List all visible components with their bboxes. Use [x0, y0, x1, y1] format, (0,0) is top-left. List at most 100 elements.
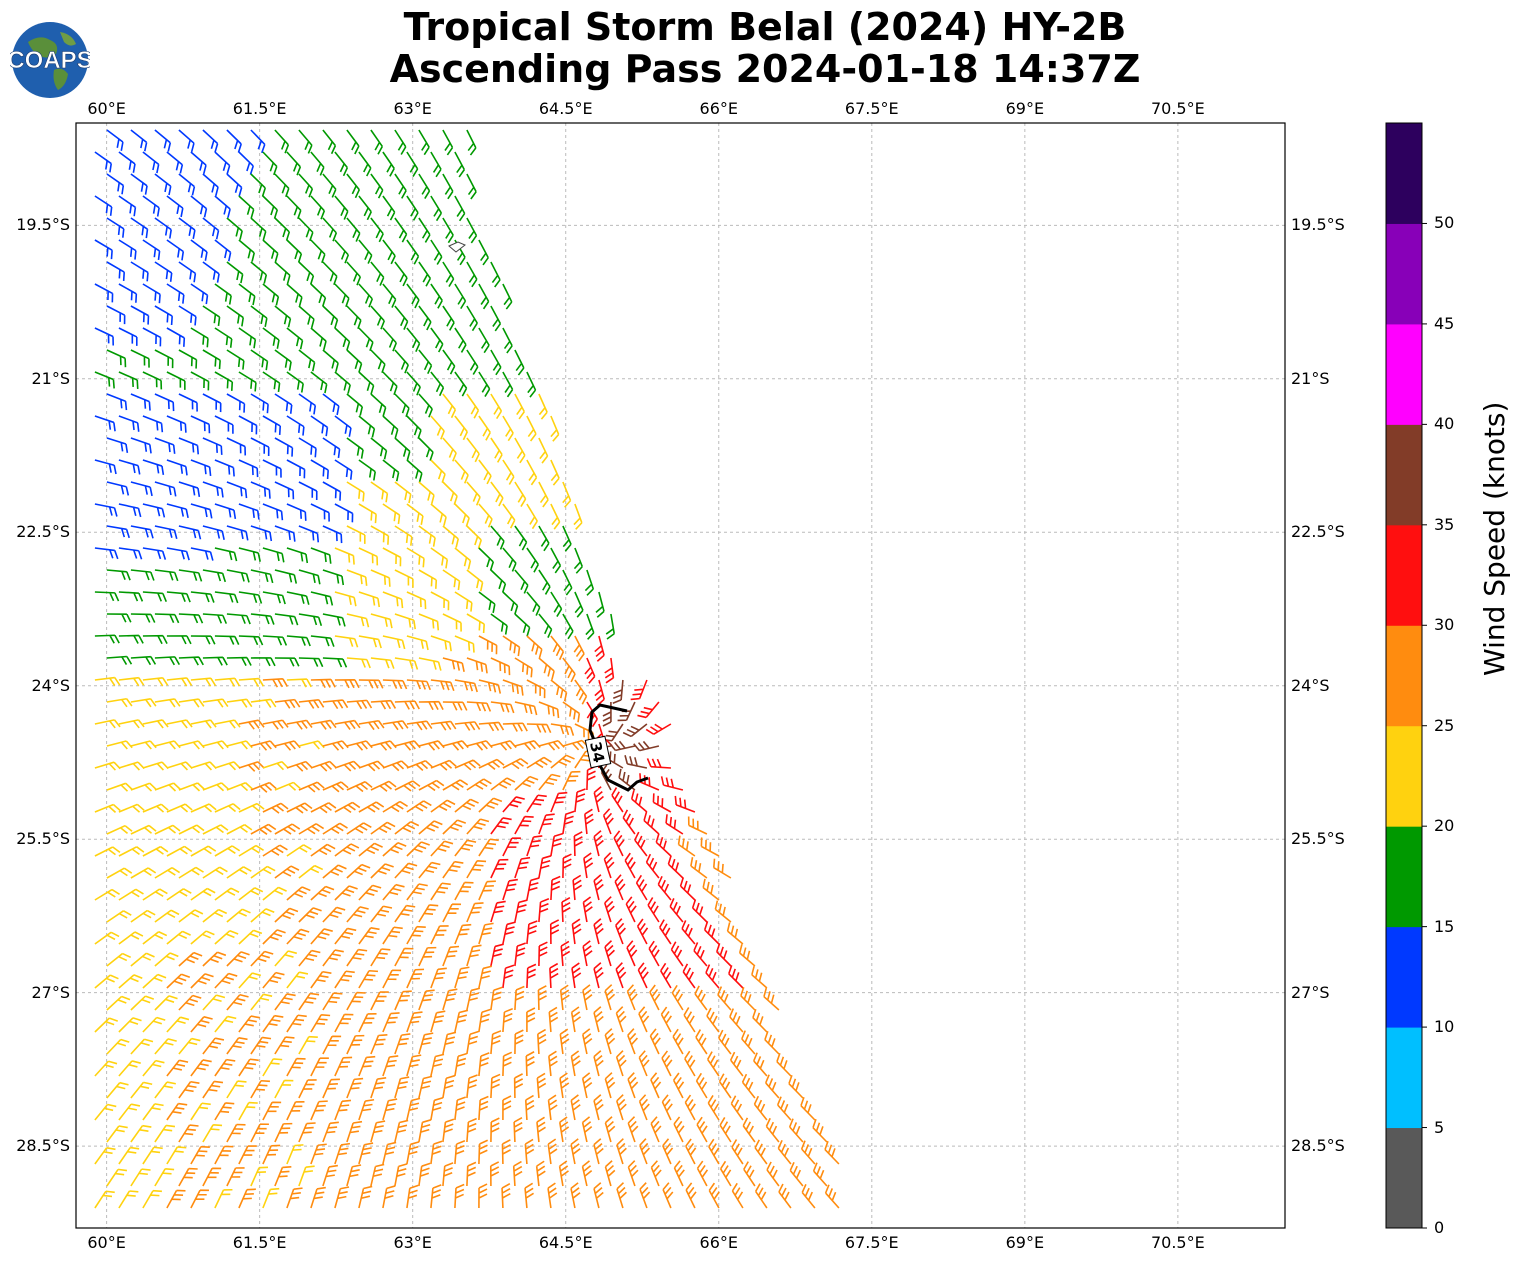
wind-barb — [514, 613, 531, 637]
wind-barb — [298, 907, 322, 923]
wind-barb — [394, 1033, 411, 1055]
wind-barb — [118, 761, 145, 771]
wind-barb — [550, 635, 565, 661]
wind-barb — [346, 991, 366, 1011]
wind-barb — [322, 657, 348, 668]
wind-barb — [298, 525, 320, 543]
wind-barb — [673, 1160, 685, 1187]
wind-barb — [130, 613, 156, 623]
wind-barb — [94, 931, 120, 945]
wind-barb — [526, 371, 537, 398]
wind-barb — [538, 525, 550, 552]
wind-barb — [382, 371, 398, 395]
wind-barb — [286, 1057, 306, 1077]
wind-barb — [274, 1122, 293, 1143]
wind-barb — [238, 151, 254, 175]
wind-barb — [214, 415, 234, 434]
wind-barb — [370, 1077, 387, 1099]
colorbar-tick-label: 50 — [1434, 213, 1455, 233]
wind-barb — [214, 239, 232, 262]
wind-barb — [106, 1038, 130, 1055]
x-tick-label: 60°E — [87, 99, 126, 118]
wind-barb — [454, 1140, 466, 1165]
wind-barb — [130, 995, 155, 1011]
wind-barb — [742, 1117, 756, 1143]
wind-barb — [584, 569, 595, 596]
wind-barb — [538, 855, 552, 879]
wind-barb — [118, 1103, 141, 1121]
wind-barb — [106, 655, 133, 665]
wind-barb — [502, 964, 515, 989]
wind-barb — [466, 217, 478, 244]
wind-barb — [322, 1078, 340, 1099]
wind-barb — [250, 657, 276, 667]
wind-barb — [94, 1147, 116, 1165]
wind-barb — [334, 239, 350, 264]
wind-barb — [547, 1094, 558, 1121]
wind-barb — [322, 393, 340, 416]
wind-barb — [615, 918, 626, 945]
colorbar-segment — [1386, 926, 1422, 1028]
wind-barb — [262, 371, 281, 393]
wind-barb — [490, 1117, 500, 1143]
wind-barb — [274, 657, 300, 667]
wind-barb — [593, 1006, 604, 1033]
wind-barb — [766, 1161, 780, 1187]
wind-barb — [298, 481, 318, 500]
wind-barb — [454, 721, 481, 731]
wind-barb — [765, 1117, 780, 1143]
wind-barb — [370, 1163, 385, 1187]
wind-barb — [639, 1182, 651, 1209]
wind-barb — [514, 740, 541, 751]
wind-barb — [346, 863, 371, 879]
wind-barb — [286, 327, 304, 350]
wind-barb — [226, 656, 252, 666]
wind-barb — [250, 613, 275, 625]
wind-barb — [382, 239, 396, 265]
wind-barb — [334, 283, 350, 308]
wind-barb — [466, 902, 484, 923]
wind-barb — [454, 151, 466, 178]
wind-barb — [346, 569, 368, 586]
wind-barb — [394, 657, 419, 670]
wind-barb — [226, 481, 248, 499]
wind-barb — [514, 657, 533, 678]
wind-barb — [524, 1182, 534, 1209]
wind-barb — [514, 701, 538, 716]
wind-barb — [346, 349, 363, 373]
wind-barb — [548, 1050, 558, 1077]
wind-barb — [130, 782, 157, 792]
wind-barb — [214, 845, 241, 857]
wind-barb — [334, 415, 352, 437]
wind-barb — [573, 635, 585, 662]
wind-barb — [322, 1035, 342, 1055]
wind-barb — [298, 437, 317, 458]
wind-barb — [346, 1164, 362, 1187]
wind-barb — [322, 525, 343, 544]
wind-barb — [454, 1052, 467, 1077]
wind-barb — [466, 437, 480, 463]
wind-barb — [612, 679, 624, 704]
wind-barb — [502, 1051, 513, 1077]
wind-barb — [298, 129, 313, 154]
wind-barb — [346, 129, 360, 155]
wind-barb — [430, 1096, 444, 1121]
wind-barb — [142, 547, 167, 560]
wind-barb — [442, 903, 462, 923]
wind-barb — [418, 820, 443, 835]
wind-barb — [695, 1072, 708, 1099]
wind-barb — [430, 371, 445, 397]
wind-barb — [526, 794, 547, 813]
wind-barb — [178, 824, 205, 835]
wind-barb — [310, 283, 327, 307]
wind-barb — [685, 1182, 697, 1209]
wind-barb — [94, 846, 121, 857]
wind-barb — [142, 371, 163, 390]
wind-barb — [490, 657, 511, 676]
wind-barb — [394, 904, 416, 923]
wind-barb — [166, 1102, 188, 1121]
wind-barb — [94, 761, 121, 771]
wind-barb — [490, 349, 502, 376]
wind-barb — [454, 371, 468, 397]
x-tick-label: 63°E — [393, 1233, 432, 1252]
